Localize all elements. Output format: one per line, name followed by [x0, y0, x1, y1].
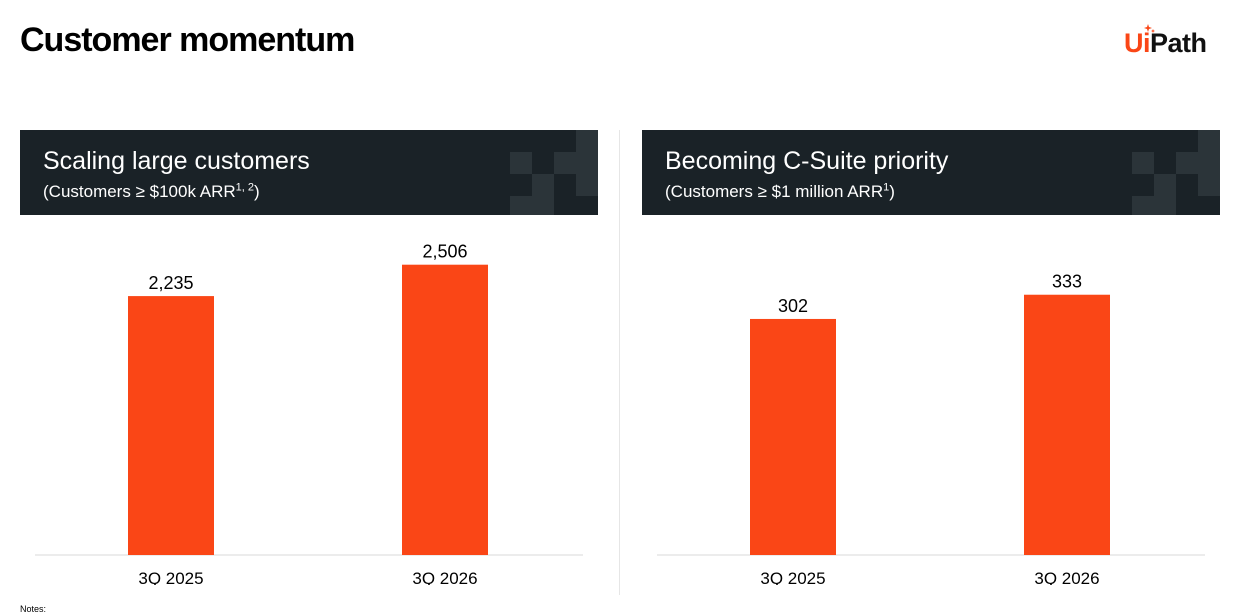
- x-tick-label: 3Q 2025: [760, 569, 825, 585]
- data-label: 302: [778, 296, 808, 316]
- uipath-logo: UiPath: [1124, 24, 1224, 60]
- panel-header: Becoming C-Suite priority (Customers ≥ $…: [642, 130, 1220, 215]
- bar-3q-2026: [402, 264, 488, 555]
- panel-header: Scaling large customers (Customers ≥ $10…: [20, 130, 598, 215]
- bar-3q-2025: [128, 296, 214, 555]
- data-label: 2,506: [422, 242, 467, 262]
- data-label: 333: [1052, 272, 1082, 292]
- bar-3q-2025: [750, 318, 836, 555]
- chart-c-suite-priority: 302 3Q 2025 333 3Q 2026: [657, 272, 1205, 585]
- logo-wordmark: UiPath: [1124, 28, 1207, 58]
- panel-c-suite-priority: Becoming C-Suite priority (Customers ≥ $…: [642, 130, 1220, 585]
- x-tick-label: 3Q 2026: [412, 569, 477, 585]
- decorative-pattern: [1132, 130, 1220, 215]
- footnote-ref: 1, 2: [235, 181, 254, 194]
- sparkle-icon: [1144, 24, 1155, 33]
- x-tick-label: 3Q 2025: [138, 569, 203, 585]
- decorative-pattern: [510, 130, 598, 215]
- panel-title: Scaling large customers: [43, 147, 310, 175]
- notes-label: Notes:: [20, 604, 47, 614]
- panel-divider: [619, 130, 620, 595]
- data-label: 2,235: [148, 273, 193, 293]
- chart-scaling-large-customers: 2,235 3Q 2025 2,506 3Q 2026: [35, 242, 583, 585]
- x-tick-label: 3Q 2026: [1034, 569, 1099, 585]
- footnote-ref: 1: [883, 181, 890, 194]
- panel-scaling-large-customers: Scaling large customers (Customers ≥ $10…: [20, 130, 598, 585]
- page-title: Customer momentum: [20, 21, 355, 59]
- bar-3q-2026: [1024, 294, 1110, 555]
- panel-subtitle: (Customers ≥ $1 million ARR1): [665, 181, 895, 201]
- panel-subtitle: (Customers ≥ $100k ARR1, 2): [43, 181, 260, 201]
- panel-title: Becoming C-Suite priority: [665, 147, 949, 175]
